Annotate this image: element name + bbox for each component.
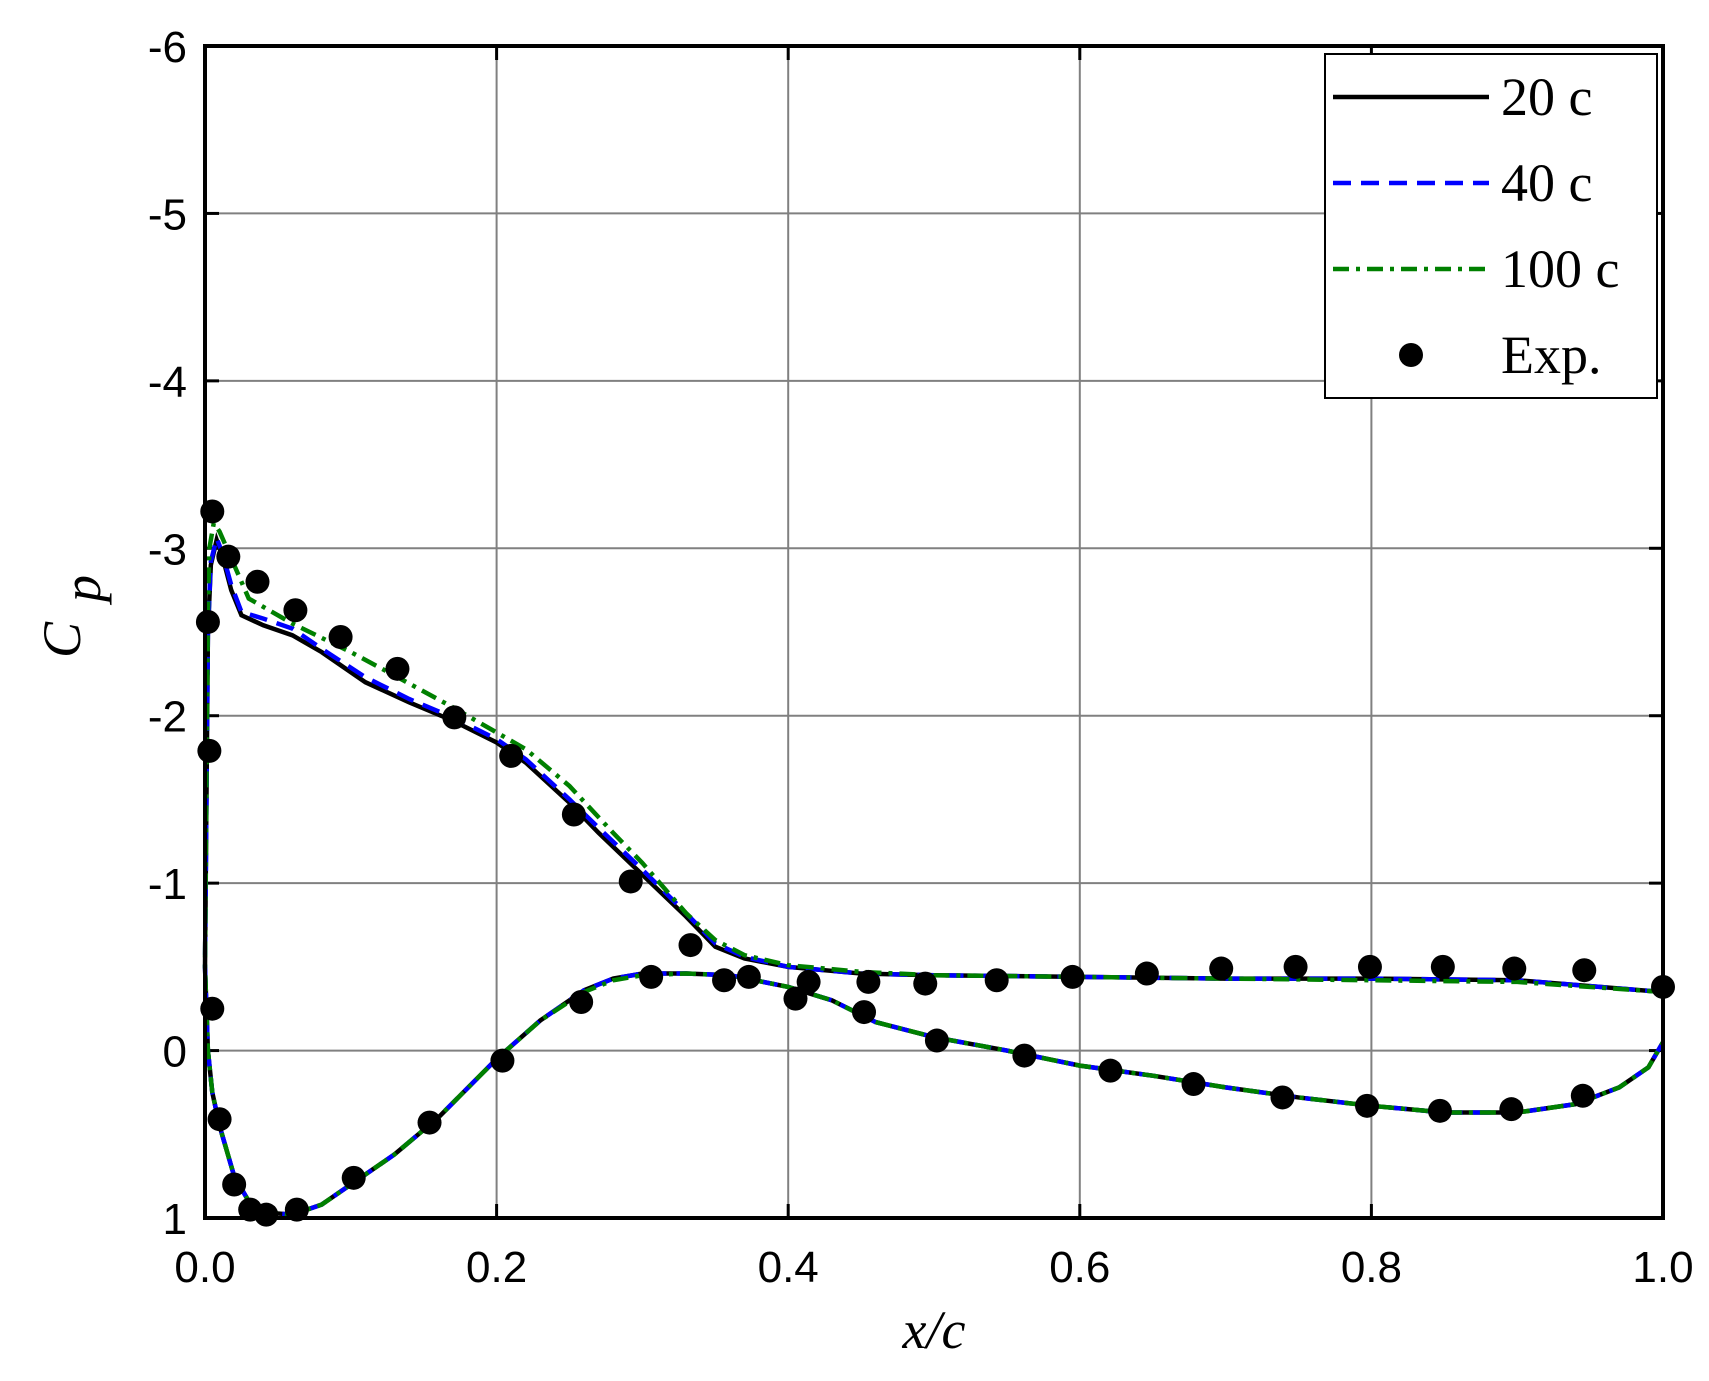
data-point [283, 598, 308, 623]
data-point [1270, 1085, 1295, 1110]
data-point [328, 625, 353, 650]
data-point [783, 986, 808, 1011]
data-point [856, 969, 881, 994]
y-axis-symbol: C [32, 621, 92, 658]
data-point [1012, 1043, 1037, 1068]
data-point [1181, 1072, 1206, 1097]
data-point [924, 1028, 949, 1053]
data-point [678, 933, 703, 958]
data-point [245, 569, 270, 594]
legend-marker [1399, 343, 1423, 367]
data-point [1357, 954, 1382, 979]
data-point [796, 969, 821, 994]
data-point [207, 1107, 232, 1132]
y-tick-label: 1 [163, 1195, 187, 1244]
data-point [736, 964, 761, 989]
data-point [341, 1165, 366, 1190]
data-point [195, 609, 220, 634]
data-point [490, 1048, 515, 1073]
series-line [202, 517, 1665, 1217]
x-axis-label: x/c [902, 1300, 966, 1360]
data-point [561, 802, 586, 827]
data-point [913, 971, 938, 996]
data-point [254, 1202, 279, 1227]
data-point [1430, 954, 1455, 979]
data-point [499, 743, 524, 768]
data-point [984, 968, 1009, 993]
data-point [1572, 958, 1597, 983]
y-tick-label: 0 [163, 1028, 187, 1077]
legend-label: 40 c [1501, 153, 1592, 213]
data-point [222, 1172, 247, 1197]
y-axis-label: C p [32, 575, 112, 658]
data-point [216, 544, 241, 569]
x-tick-label: 0.6 [1049, 1243, 1110, 1292]
x-tick-label: 0.2 [466, 1243, 527, 1292]
data-point [1098, 1058, 1123, 1083]
y-tick-label: -5 [148, 190, 187, 239]
data-point [1570, 1083, 1595, 1108]
legend-label: 100 c [1501, 239, 1619, 299]
data-point [197, 738, 222, 763]
data-point [284, 1197, 309, 1222]
y-tick-label: -2 [148, 693, 187, 742]
y-axis-subscript: p [52, 575, 112, 606]
plot-frame [203, 44, 1665, 1220]
data-point [639, 964, 664, 989]
data-point [712, 968, 737, 993]
data-point [1060, 964, 1085, 989]
data-point [1209, 956, 1234, 981]
data-point [417, 1110, 442, 1135]
data-point [852, 1000, 877, 1025]
legend: 20 c 40 c 100 c Exp. [1324, 53, 1658, 399]
x-tick-label: 0.0 [174, 1243, 235, 1292]
data-point [618, 869, 643, 894]
data-point [1283, 954, 1308, 979]
data-point [569, 990, 594, 1015]
legend-label: 20 c [1501, 67, 1592, 127]
data-point [1502, 956, 1527, 981]
y-tick-label: -1 [148, 860, 187, 909]
data-point [385, 656, 410, 681]
x-tick-label: 0.8 [1341, 1243, 1402, 1292]
data-point [1499, 1097, 1524, 1122]
y-tick-label: -4 [148, 358, 187, 407]
y-tick-label: -6 [148, 23, 187, 72]
data-point [442, 705, 467, 730]
y-tick-label: -3 [148, 525, 187, 574]
x-tick-label: 0.4 [758, 1243, 819, 1292]
data-point [1427, 1098, 1452, 1123]
data-point [1355, 1093, 1380, 1118]
data-point [1134, 961, 1159, 986]
legend-label: Exp. [1501, 325, 1602, 385]
legend-box [1324, 53, 1658, 399]
x-tick-label: 1.0 [1632, 1243, 1693, 1292]
